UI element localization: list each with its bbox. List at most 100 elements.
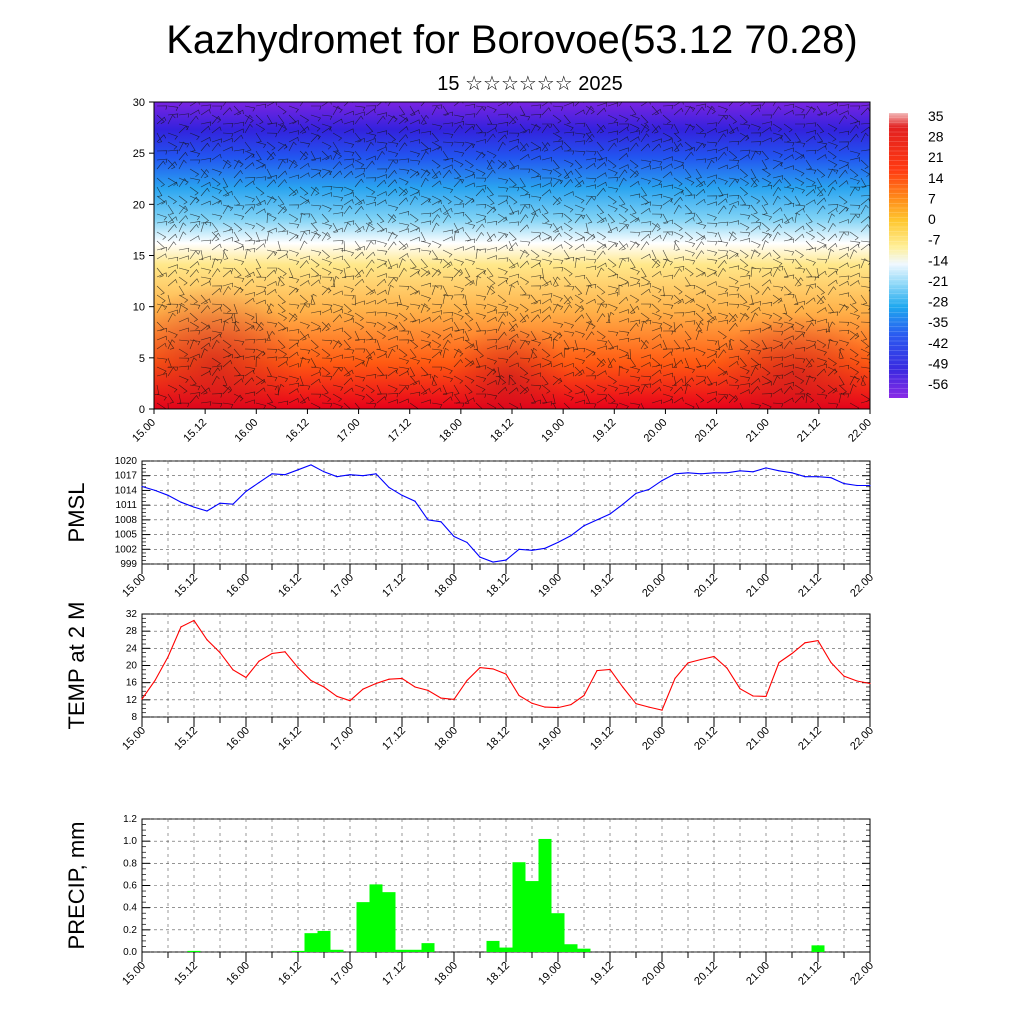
wind-barb: [838, 204, 849, 212]
wind-barb: [849, 384, 857, 395]
data-point: [375, 682, 377, 685]
wind-barb: [794, 154, 805, 161]
wind-barb: [387, 258, 393, 269]
wind-barb: [486, 285, 495, 296]
wind-barb: [299, 162, 310, 170]
wind-barb: [211, 115, 221, 125]
wind-barb: [717, 301, 729, 307]
wind-barb: [772, 186, 782, 197]
wind-barb: [715, 339, 721, 351]
wind-barb: [299, 199, 310, 206]
wind-barb: [728, 178, 738, 188]
wind-barb: [607, 177, 619, 182]
wind-barb: [398, 385, 408, 395]
wind-barb: [563, 276, 572, 287]
wind-barb: [299, 303, 311, 308]
wind-barb: [497, 267, 508, 275]
wind-barb: [475, 275, 482, 287]
wind-barb: [750, 195, 761, 204]
wind-barb: [541, 168, 553, 175]
wind-barb: [156, 327, 167, 333]
wind-barb: [431, 123, 443, 130]
precip-bar: [330, 949, 344, 952]
wind-barb: [728, 231, 737, 242]
wind-barb: [244, 123, 253, 134]
wind-barb: [398, 197, 409, 206]
wind-barb: [431, 159, 441, 169]
wind-barb: [222, 159, 232, 169]
wind-barb: [486, 402, 497, 409]
wind-barb: [816, 294, 825, 305]
wind-barb: [706, 159, 715, 170]
wind-barb: [640, 114, 649, 125]
wind-barb: [728, 126, 739, 134]
wind-barb: [431, 374, 439, 386]
wind-barb: [222, 267, 234, 273]
wind-barb: [673, 132, 682, 143]
wind-barb: [222, 316, 233, 323]
wind-barb: [662, 105, 674, 110]
wind-barb: [519, 168, 531, 173]
wind-barb: [651, 213, 663, 219]
wind-barb: [607, 273, 618, 279]
wind-barb: [277, 339, 286, 350]
x-tick-label: 20.12: [692, 725, 720, 753]
warm-area: [714, 314, 870, 409]
wind-barb: [288, 388, 299, 395]
wind-barb: [486, 328, 498, 334]
wind-barb: [585, 366, 596, 375]
wind-barb: [618, 195, 626, 206]
wind-barb: [563, 249, 570, 260]
wind-barb: [497, 113, 509, 118]
wind-barb: [596, 250, 606, 260]
wind-barb: [585, 213, 593, 224]
wind-barb: [420, 130, 432, 136]
wind-barb: [717, 393, 729, 399]
wind-barb: [672, 375, 677, 387]
wind-barb: [277, 312, 288, 321]
wind-barb: [211, 367, 221, 377]
wind-barb: [574, 391, 586, 396]
wind-barb: [849, 168, 859, 178]
wind-barb: [321, 127, 332, 134]
wind-barb: [508, 177, 517, 187]
wind-barb: [728, 360, 739, 368]
wind-barb: [200, 342, 211, 350]
wind-barb: [200, 239, 212, 245]
wind-barb: [387, 393, 399, 398]
wind-barb: [409, 168, 420, 177]
wind-barb: [542, 123, 553, 128]
wind-barb: [552, 177, 564, 185]
wind-barb: [662, 351, 673, 359]
wind-barb: [772, 132, 784, 140]
wind-barb: [772, 267, 781, 278]
wind-barb: [277, 141, 288, 150]
wind-barb: [673, 240, 680, 251]
wind-barb: [222, 159, 231, 170]
wind-barb: [838, 375, 845, 386]
wind-barb: [827, 387, 838, 395]
wind-barb: [420, 195, 431, 203]
data-point: [180, 626, 182, 628]
wind-barb: [299, 102, 304, 107]
data-point: [544, 547, 546, 549]
wind-barb: [288, 136, 299, 143]
wind-barb: [321, 339, 333, 345]
wind-barb: [211, 114, 222, 123]
data-point: [479, 667, 481, 669]
wind-barb: [860, 303, 870, 311]
wind-barb: [255, 208, 266, 215]
wind-barb: [530, 208, 541, 215]
wind-barb: [728, 393, 738, 403]
wind-barb: [860, 123, 870, 128]
x-tick-label: 17.00: [328, 572, 356, 600]
wind-barb: [816, 186, 824, 197]
precip-panel: 1.21.00.80.60.40.20.015.00 15.12 16.00 16.1…: [64, 814, 876, 988]
wind-barb: [772, 231, 781, 242]
wind-barb: [782, 303, 788, 314]
wind-barb: [673, 347, 685, 352]
wind-barb: [321, 321, 330, 331]
wind-barb: [640, 233, 651, 242]
y-tick-label: 25: [133, 148, 145, 160]
wind-barb: [354, 222, 362, 233]
